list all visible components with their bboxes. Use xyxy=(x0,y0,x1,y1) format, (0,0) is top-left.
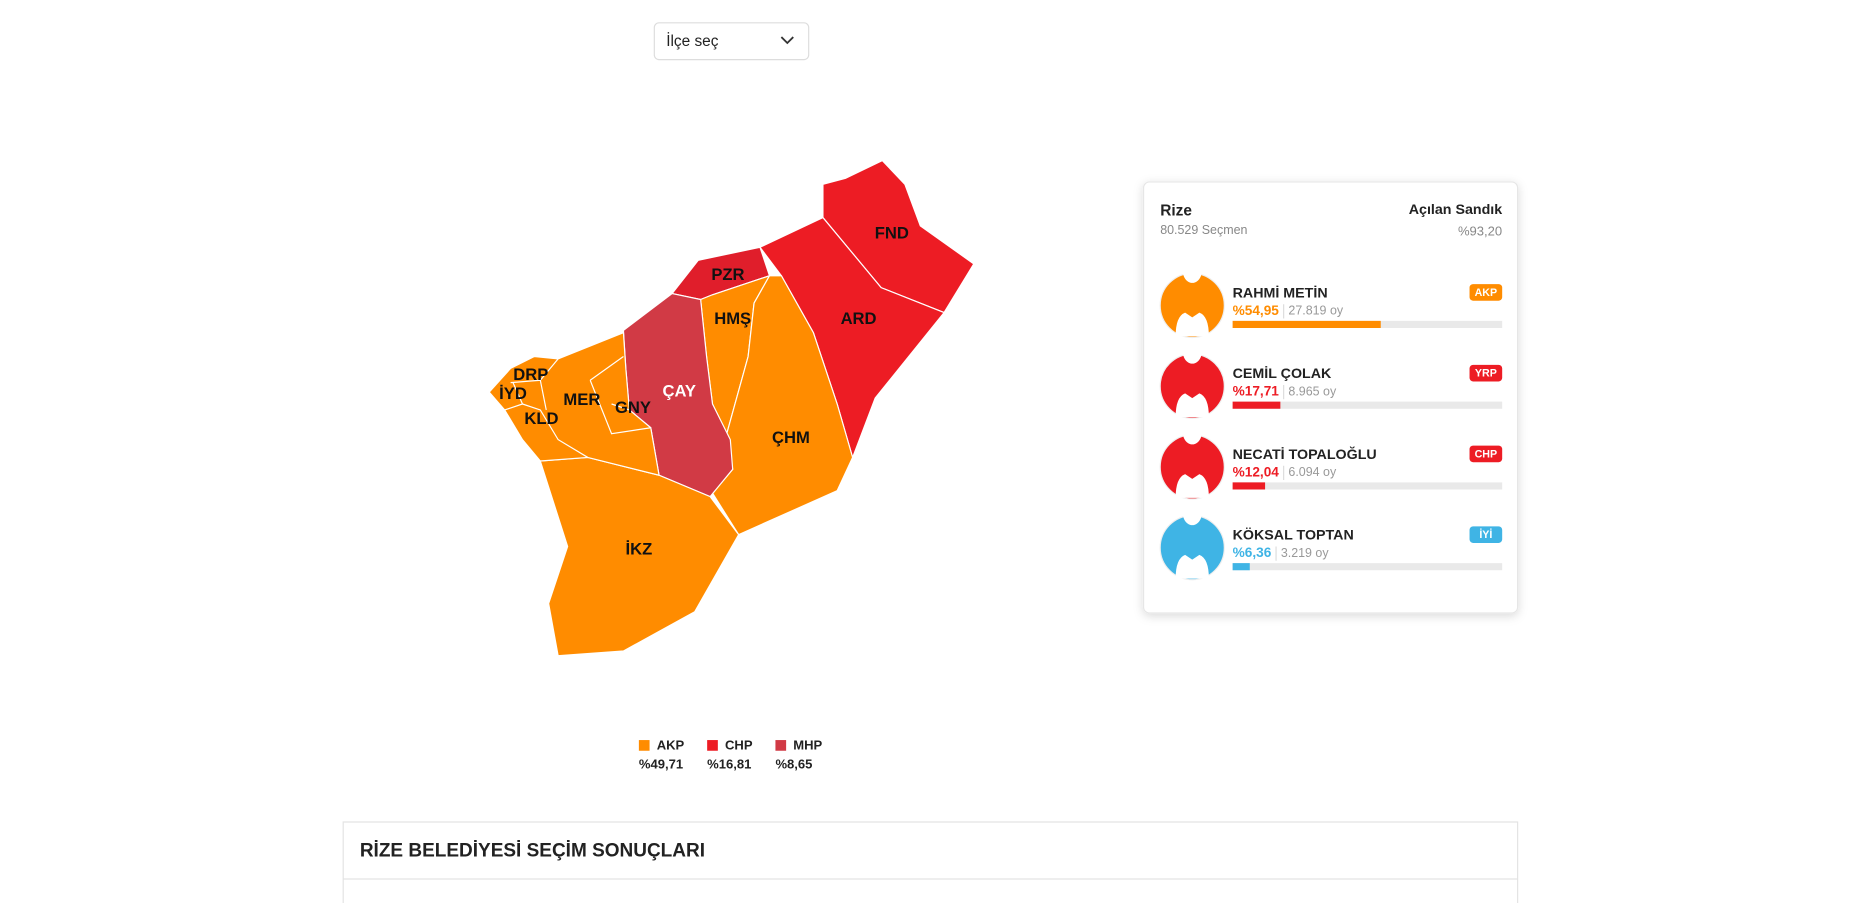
candidate-name: RAHMİ METİN xyxy=(1233,284,1328,301)
legend-swatch xyxy=(638,740,650,751)
candidate-votes: 8.965 oy xyxy=(1288,384,1337,398)
district-label: PZR xyxy=(711,265,744,284)
district-label: KLD xyxy=(524,409,558,428)
legend-swatch xyxy=(775,740,787,751)
legend-party: MHP xyxy=(793,737,822,752)
district-west[interactable] xyxy=(488,331,660,477)
legend-share: %16,81 xyxy=(707,756,751,771)
candidate-share: %17,71 xyxy=(1233,384,1280,399)
candidate-votes: 27.819 oy xyxy=(1288,304,1343,318)
share-bar xyxy=(1232,401,1281,409)
party-badge-text: İYİ xyxy=(1479,528,1492,541)
candidate-share: %54,95 xyxy=(1233,303,1280,318)
district-label: ARD xyxy=(841,309,877,328)
district-label: FND xyxy=(875,224,909,243)
avatar-silhouette xyxy=(1175,420,1209,498)
party-badge-text: AKP xyxy=(1475,287,1498,299)
results-card: Rize 80.529 Seçmen Açılan Sandık %93,20 … xyxy=(1142,181,1519,614)
candidate-votes: 3.219 oy xyxy=(1281,546,1330,560)
district-label: HMŞ xyxy=(714,309,751,328)
district-label: DRP xyxy=(513,365,548,384)
party-badge-text: YRP xyxy=(1475,368,1497,380)
bar-track xyxy=(1232,482,1503,490)
party-badge xyxy=(1469,364,1503,382)
party-badge-text: CHP xyxy=(1475,448,1498,460)
avatar-silhouette xyxy=(1175,339,1209,418)
district-label: İYD xyxy=(499,384,527,403)
candidate-name: NECATİ TOPALOĞLU xyxy=(1233,445,1377,463)
bar-track xyxy=(1232,563,1503,571)
legend-share: %49,71 xyxy=(639,756,683,771)
legend-swatch xyxy=(707,740,718,751)
candidate-name: KÖKSAL TOPTAN xyxy=(1233,527,1354,544)
share-bar xyxy=(1232,563,1250,571)
opened-value: %93,20 xyxy=(1458,223,1502,238)
section-title: RİZE BELEDİYESİ SEÇİM SONUÇLARI xyxy=(360,841,705,862)
district-map xyxy=(488,159,975,657)
candidate-share: %6,36 xyxy=(1233,545,1272,560)
opened-label: Açılan Sandık xyxy=(1409,202,1503,218)
party-badge xyxy=(1469,445,1503,463)
district-dropdown[interactable]: İlçe seç xyxy=(653,22,810,61)
dropdown-chevron xyxy=(780,36,794,45)
legend-share: %8,65 xyxy=(775,756,812,771)
district-label: MER xyxy=(563,390,600,409)
avatar-silhouette xyxy=(1175,259,1209,337)
place-name: Rize xyxy=(1160,203,1192,220)
section: RİZE BELEDİYESİ SEÇİM SONUÇLARI xyxy=(342,821,1519,903)
party-badge xyxy=(1469,284,1503,301)
bar-track xyxy=(1232,401,1503,409)
dropdown-box[interactable] xyxy=(653,22,810,61)
map-legend: AKP %49,71 CHP %16,81 MHP %8,65 xyxy=(638,737,823,771)
share-bar xyxy=(1232,320,1381,328)
candidate-share: %12,04 xyxy=(1233,464,1280,479)
district-labels: FND PZR ARD HMŞ ÇAY DRP İYD MER GNY KLD … xyxy=(499,224,909,559)
card-box xyxy=(1142,181,1519,614)
section-box xyxy=(342,821,1519,903)
party-badge xyxy=(1469,526,1503,543)
share-bar xyxy=(1232,482,1266,490)
district-label: İKZ xyxy=(625,539,652,558)
dropdown-placeholder: İlçe seç xyxy=(666,32,719,50)
district-label: ÇHM xyxy=(772,428,810,447)
candidate-votes: 6.094 oy xyxy=(1288,465,1337,479)
district-label: ÇAY xyxy=(662,382,696,401)
candidate-name: CEMİL ÇOLAK xyxy=(1233,365,1332,382)
legend-party: AKP xyxy=(657,737,685,752)
district-label: GNY xyxy=(615,398,651,417)
avatar-silhouette xyxy=(1175,501,1209,579)
legend-party: CHP xyxy=(725,737,753,752)
voter-count: 80.529 Seçmen xyxy=(1160,223,1247,237)
